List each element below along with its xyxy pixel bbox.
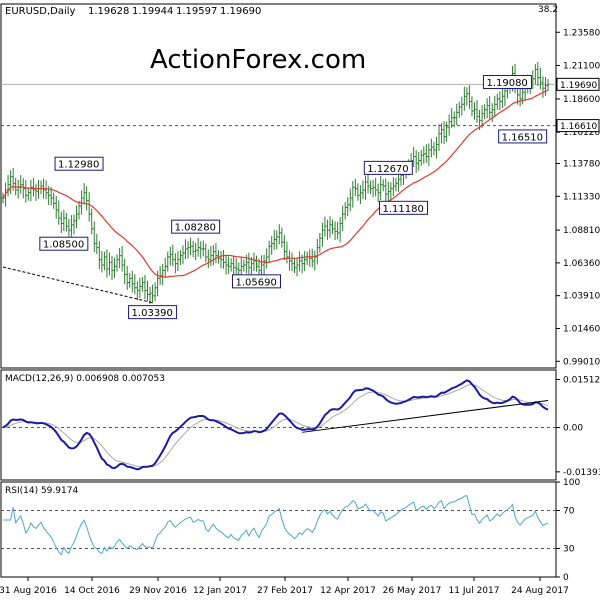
rsi-tick-label: 70 [563,507,575,517]
price-tick-label: 1.01460 [563,324,600,334]
price-axis: 1.23580 1.21100 1.18600 1.16120 1.13780 1.113… [556,28,600,367]
price-tick-label: 1.21100 [563,61,600,71]
ohlc-high: 1.19944 [132,6,173,17]
ma-line [2,89,549,278]
price-tick-label: 1.03910 [563,292,600,302]
price-panel [0,3,557,369]
rsi-panel [0,481,557,578]
rsi-tick-label: 0 [563,573,569,583]
support-trendline [2,266,153,304]
price-tick-label: 1.13780 [563,160,600,170]
macd-trendline [302,400,549,433]
annotation-box [379,200,429,215]
price-tick-label: 1.06360 [563,259,600,269]
ohlc-open: 1.19628 [88,6,129,17]
trendlines [2,266,153,304]
x-tick-label: 29 Nov 2016 [129,586,187,596]
price-levels: 1.19690 1.16610 [1,77,600,133]
moving-average [2,89,549,278]
price-tick-label: 1.11330 [563,192,600,202]
macd-panel [0,369,557,481]
macd-lines: 0.01512 0.00 -0.013938 [1,375,600,478]
price-tick-label: 1.16120 [563,128,600,138]
rsi-tick-label: 30 [563,545,575,555]
price-tick-label: 0.99010 [563,357,600,367]
rsi-lines: 100 70 30 0 [1,478,580,583]
annotation-box [39,236,89,251]
annotation-label: 1.16510 [502,132,543,143]
watermark: ActionForex.com [150,45,366,75]
top-right-value: 38.2 [538,5,558,15]
macd-title: MACD(12,26,9) 0.006908 0.007053 [5,374,165,384]
annotation-box [54,156,104,171]
rsi-tick-label: 100 [563,478,580,488]
macd-tick-label: -0.013938 [563,468,600,478]
macd-tick-label: 0.00 [563,424,583,434]
price-tick-label: 1.23580 [563,28,600,38]
ohlc-low: 1.19597 [176,6,217,17]
x-tick-label: 24 Aug 2017 [511,586,569,596]
x-axis: 31 Aug 2016 14 Oct 2016 29 Nov 2016 12 Jan … [0,577,569,596]
annotation-box [171,219,221,234]
x-tick-label: 27 Feb 2017 [257,586,313,596]
ohlc-close: 1.19690 [220,6,261,17]
current-price-box [556,77,600,91]
macd-tick-label: 0.01512 [563,375,600,385]
annotation-box [498,129,548,144]
annotation-label: 1.03390 [132,308,173,319]
price-tick-label: 1.08810 [563,226,600,236]
annotation-label: 1.19080 [486,78,527,89]
x-tick-label: 12 Jan 2017 [193,586,247,596]
macd-line [2,379,549,471]
candles [1,61,550,305]
annotation-box [482,75,532,90]
annotation-label: 1.05690 [235,277,276,288]
x-tick-label: 31 Aug 2016 [0,586,57,596]
rsi-line [3,495,549,556]
rsi-title: RSI(14) 59.9174 [5,486,78,496]
x-tick-label: 11 Jul 2017 [449,586,500,596]
annotation-box [128,305,178,320]
price-tick-label: 1.18600 [563,95,600,105]
x-tick-label: 26 May 2017 [383,586,442,596]
x-tick-label: 14 Oct 2016 [64,586,120,596]
annotation-label: 1.08500 [43,240,84,251]
annotation-label: 1.12980 [58,160,99,171]
annotation-box [231,274,281,289]
x-tick-label: 12 Apr 2017 [320,586,376,596]
level-box [556,119,600,133]
annotation-box [363,160,413,175]
annotations: 1.12980 1.08500 1.03390 1.08280 1.05690 1.126… [39,75,548,320]
annotation-label: 1.11180 [383,204,424,215]
current-price-label: 1.19690 [560,81,597,91]
macd-signal-line [2,384,549,468]
annotation-label: 1.12670 [367,164,408,175]
ohlc-readout: 1.19628 1.19944 1.19597 1.19690 [88,6,261,17]
level-label: 1.16610 [560,122,597,132]
price-title: EURUSD,Daily [5,6,76,17]
annotation-label: 1.08280 [175,223,216,234]
